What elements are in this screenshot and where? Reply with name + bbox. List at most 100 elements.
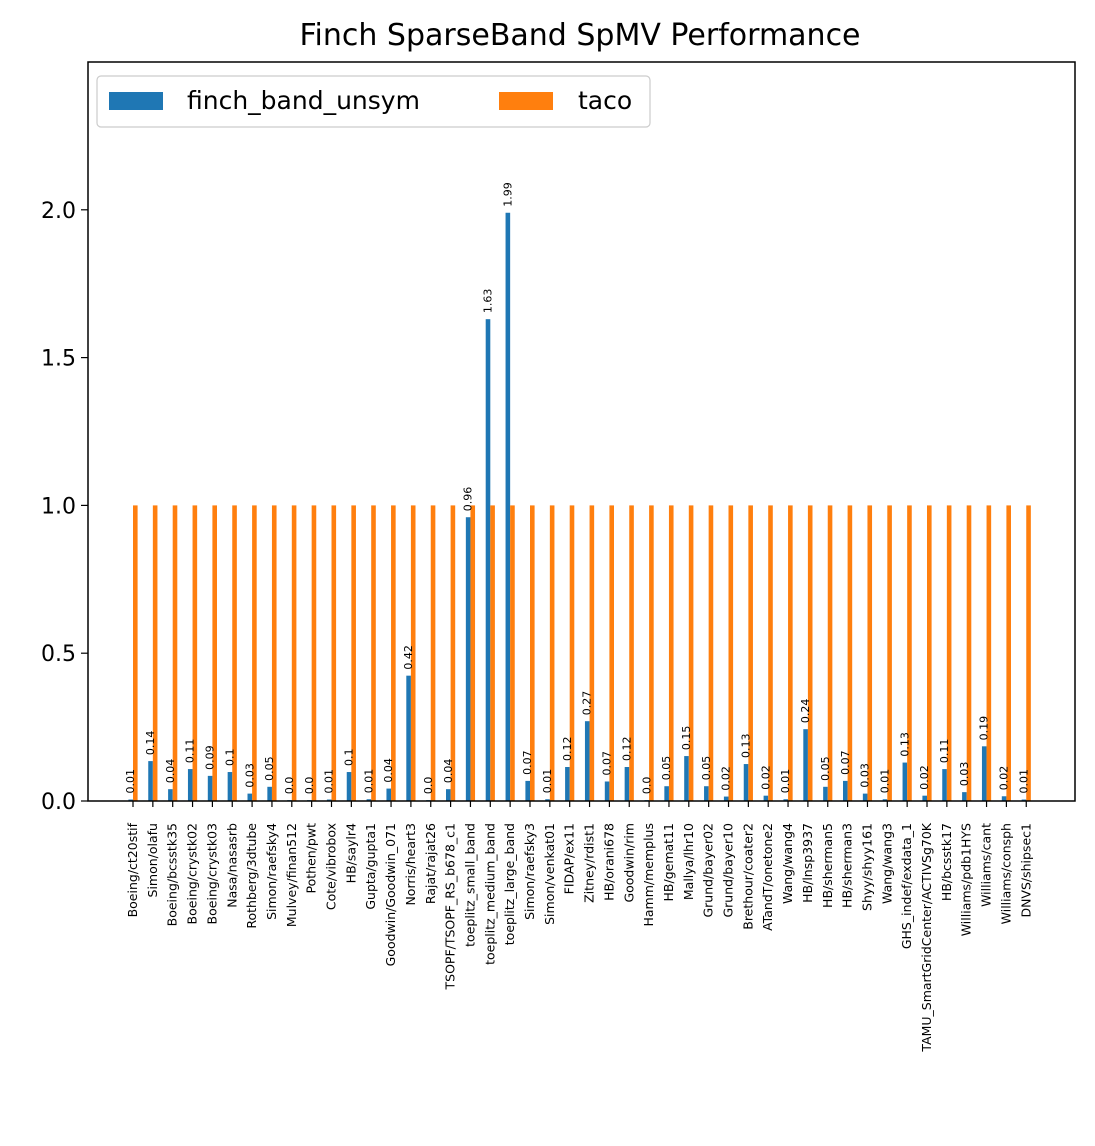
x-tick-label: Boeing/bcsstk35 (165, 823, 180, 926)
x-tick-label: HB/saylr4 (343, 823, 358, 883)
bar-taco (768, 505, 773, 801)
bar-taco (927, 505, 932, 801)
x-tick-label: Boeing/ct20stif (125, 822, 140, 917)
bar-taco (569, 505, 575, 801)
bar-finch-band-unsym (843, 780, 848, 801)
bar-finch-band-unsym (227, 772, 233, 801)
bar-finch-band-unsym (803, 729, 808, 801)
bar-taco (133, 505, 138, 801)
x-tick-label: Goodwin/Goodwin_071 (383, 823, 398, 966)
x-tick-label: FIDAP/ex11 (562, 823, 577, 894)
data-label: 0.01 (1017, 769, 1030, 794)
data-label: 0.11 (184, 739, 197, 764)
data-label: 0.05 (660, 756, 673, 781)
x-tick-label: Norris/heart3 (403, 823, 418, 906)
x-tick-label: Williams/cant (979, 823, 994, 907)
data-label: 0.07 (521, 750, 534, 775)
data-label: 0.01 (124, 769, 137, 794)
data-label: 0.07 (839, 750, 852, 775)
x-tick-label: Mulvey/finan512 (284, 823, 299, 927)
x-tick-label: Wang/wang3 (879, 823, 894, 904)
bar-finch-band-unsym (604, 781, 610, 801)
data-label: 0.19 (978, 716, 991, 741)
data-label: 0.13 (898, 732, 911, 757)
bar-taco (152, 505, 158, 801)
x-tick-label: HB/sherman3 (840, 823, 855, 908)
bar-taco (291, 505, 297, 801)
bar-taco (827, 505, 833, 801)
x-tick-label: Simon/raefsky3 (522, 823, 537, 920)
bar-taco (430, 505, 436, 801)
x-tick-label: Grund/bayer10 (721, 823, 736, 918)
bar-finch-band-unsym (902, 762, 908, 801)
legend-label: finch_band_unsym (187, 86, 420, 115)
bar-taco (549, 505, 555, 801)
x-axis: Boeing/ct20stif Simon/olafu Boeing/bcsstk3… (125, 801, 1033, 1053)
x-tick-label: Williams/pdb1HYS (959, 823, 974, 936)
x-tick-label: Wang/wang4 (780, 823, 795, 904)
bar-taco (1026, 505, 1031, 801)
x-tick-label: TSOPF/TSOPF_RS_b678_c1 (443, 823, 458, 990)
bar-taco (589, 505, 595, 801)
x-tick-label: TAMU_SmartGridCenter/ACTIVSg70K (919, 822, 934, 1052)
bar-taco (510, 505, 515, 801)
y-axis: 0.0 0.5 1.0 1.5 2.0 (41, 199, 88, 815)
data-label: 1.63 (482, 289, 495, 314)
bar-taco (490, 505, 495, 801)
bar-finch-band-unsym (565, 767, 570, 801)
bar-taco (172, 505, 178, 801)
data-label: 0.01 (323, 769, 336, 794)
bar-taco (410, 505, 416, 801)
bar-finch-band-unsym (386, 788, 392, 801)
data-label: 0.0 (422, 777, 435, 795)
legend: finch_band_unsym taco (96, 75, 651, 128)
x-tick-label: HB/sherman5 (820, 823, 835, 908)
bar-finch-band-unsym (624, 767, 630, 801)
bar-finch-band-unsym (862, 793, 868, 801)
bar-taco (252, 505, 257, 801)
bar-taco (1006, 505, 1011, 801)
x-tick-label: Brethour/coater2 (740, 823, 755, 930)
bar-finch-band-unsym (525, 780, 530, 801)
data-label: 0.04 (442, 759, 455, 784)
bar-taco (212, 505, 217, 801)
x-tick-label: Goodwin/rim (621, 823, 636, 903)
x-tick-label: Rothberg/3dtube (244, 823, 259, 929)
legend-label: taco (578, 86, 632, 115)
x-tick-label: Zitney/rdist1 (582, 823, 597, 903)
data-label: 0.1 (343, 749, 356, 767)
x-tick-label: Shyy/shyy161 (859, 823, 874, 911)
bar-finch-band-unsym (446, 789, 451, 801)
x-tick-label: DNVS/shipsec1 (1018, 823, 1033, 918)
bar-taco (807, 505, 813, 801)
data-label: 0.03 (958, 762, 971, 787)
bar-finch-band-unsym (1001, 796, 1007, 801)
bar-taco (946, 505, 952, 801)
data-label: 0.01 (362, 769, 375, 794)
x-tick-label: GHS_indef/exdata_1 (899, 823, 914, 949)
bar-finch-band-unsym (366, 799, 372, 801)
x-tick-label: toeplitz_small_band (462, 823, 477, 947)
bar-taco (331, 505, 337, 801)
bar-taco (847, 505, 853, 801)
x-tick-label: Boeing/crystk03 (204, 823, 219, 924)
bar-finch-band-unsym (783, 799, 789, 801)
bar-taco (311, 505, 317, 801)
data-label: 0.96 (462, 487, 475, 512)
bar-taco (232, 505, 237, 801)
bar-finch-band-unsym (584, 721, 590, 801)
bar-taco (966, 505, 972, 801)
bar-finch-band-unsym (247, 793, 253, 801)
bar-taco (668, 505, 674, 801)
data-label: 0.09 (204, 745, 217, 770)
bars-layer (128, 212, 1031, 802)
legend-box (96, 75, 651, 128)
x-tick-label: Rajat/rajat26 (423, 823, 438, 904)
bar-finch-band-unsym (664, 786, 669, 801)
value-labels-layer: 0.01 0.14 0.04 0.11 0.09 0.1 0.03 0.05 0.0 0.0 0.0… (124, 182, 1030, 794)
bar-finch-band-unsym (485, 319, 491, 801)
bar-finch-band-unsym (545, 799, 550, 801)
bar-taco (391, 505, 396, 801)
bar-finch-band-unsym (187, 769, 193, 801)
